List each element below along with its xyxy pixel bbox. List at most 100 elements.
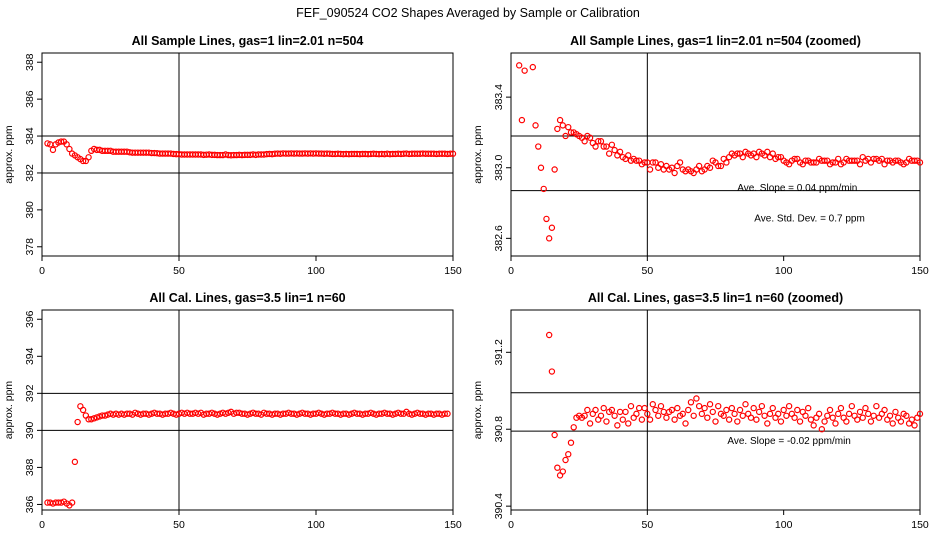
data-point bbox=[545, 235, 553, 242]
data-point bbox=[908, 416, 916, 423]
data-point bbox=[222, 410, 229, 417]
data-point bbox=[595, 138, 602, 145]
data-point bbox=[616, 408, 624, 416]
data-point bbox=[565, 451, 572, 458]
data-point bbox=[518, 116, 526, 124]
data-point bbox=[93, 414, 101, 421]
data-point bbox=[540, 185, 547, 193]
data-point bbox=[728, 404, 736, 412]
data-point bbox=[627, 402, 635, 410]
data-point bbox=[214, 411, 221, 418]
data-point bbox=[567, 129, 575, 136]
data-point bbox=[862, 404, 869, 412]
data-point bbox=[739, 412, 746, 419]
y-tick-label: 378 bbox=[24, 238, 36, 256]
data-point bbox=[586, 134, 594, 141]
data-point bbox=[848, 402, 856, 410]
data-point bbox=[619, 416, 626, 423]
data-point bbox=[723, 406, 730, 414]
data-point bbox=[657, 402, 665, 410]
data-point bbox=[859, 414, 866, 421]
data-point bbox=[674, 162, 681, 170]
data-point bbox=[693, 166, 700, 173]
data-point bbox=[293, 411, 301, 418]
chart-panel-cal-lines: All Cal. Lines, gas=3.5 lin=1 n=60 0 50 100… bbox=[3, 291, 462, 531]
data-point bbox=[870, 412, 877, 419]
data-point bbox=[753, 153, 760, 161]
data-point bbox=[449, 150, 457, 157]
data-point bbox=[794, 406, 801, 414]
data-point bbox=[551, 166, 558, 173]
data-point bbox=[600, 404, 607, 412]
data-point bbox=[829, 414, 836, 421]
x-tick-label: 100 bbox=[307, 265, 325, 277]
data-point bbox=[884, 157, 891, 164]
data-point bbox=[589, 139, 597, 147]
data-point bbox=[397, 410, 405, 417]
data-point bbox=[408, 411, 416, 418]
data-point bbox=[851, 157, 858, 164]
data-point bbox=[581, 138, 588, 145]
data-point bbox=[638, 416, 646, 423]
x-tick-label: 50 bbox=[641, 265, 653, 277]
data-point bbox=[79, 157, 87, 165]
data-point bbox=[649, 401, 656, 408]
data-point bbox=[785, 402, 793, 410]
data-point bbox=[603, 418, 610, 425]
data-point bbox=[543, 215, 550, 223]
data-point bbox=[101, 412, 109, 419]
data-point bbox=[916, 159, 924, 166]
panel-title: All Sample Lines, gas=1 lin=2.01 n=504 bbox=[132, 34, 364, 48]
data-point bbox=[655, 412, 662, 419]
data-point bbox=[57, 138, 65, 145]
data-point bbox=[173, 411, 180, 418]
data-point bbox=[802, 412, 809, 419]
data-point bbox=[663, 414, 670, 421]
data-point bbox=[655, 164, 662, 171]
data-point bbox=[88, 416, 95, 423]
chart-panel-cal-lines-zoomed: All Cal. Lines, gas=3.5 lin=1 n=60 (zoom… bbox=[472, 291, 929, 531]
data-point bbox=[747, 414, 755, 421]
data-point bbox=[796, 418, 804, 425]
data-point bbox=[717, 162, 725, 170]
data-point bbox=[581, 412, 588, 419]
data-point bbox=[611, 412, 618, 419]
y-tick-label: 390.8 bbox=[493, 416, 505, 442]
y-tick-label: 386 bbox=[24, 90, 36, 108]
x-tick-label: 50 bbox=[641, 519, 653, 531]
data-point bbox=[720, 412, 727, 419]
data-point bbox=[837, 404, 845, 412]
data-point bbox=[367, 409, 374, 416]
x-tick-label: 150 bbox=[911, 265, 929, 277]
data-point bbox=[709, 408, 716, 416]
data-point bbox=[537, 164, 545, 171]
data-point bbox=[892, 157, 899, 164]
data-point bbox=[769, 150, 776, 157]
data-point bbox=[608, 406, 616, 414]
data-point bbox=[646, 416, 654, 423]
annotation: Ave. Slope = 0.04 ppm/min bbox=[737, 183, 857, 194]
data-point bbox=[660, 408, 667, 416]
data-point bbox=[562, 132, 569, 140]
data-point bbox=[646, 166, 654, 173]
data-point bbox=[826, 406, 834, 414]
plot-frame bbox=[41, 309, 454, 511]
data-point bbox=[68, 499, 76, 506]
data-point bbox=[597, 412, 605, 419]
data-point bbox=[633, 157, 640, 164]
y-tick-label: 382 bbox=[24, 164, 36, 182]
data-point bbox=[545, 331, 553, 339]
data-point bbox=[657, 161, 665, 168]
data-point bbox=[535, 143, 542, 150]
y-tick-label: 392 bbox=[24, 384, 36, 402]
data-point bbox=[815, 410, 823, 418]
data-point bbox=[780, 406, 787, 414]
data-point bbox=[167, 409, 174, 416]
x-tick-label: 100 bbox=[775, 519, 793, 531]
data-point bbox=[44, 140, 51, 147]
y-tick-label: 391.2 bbox=[493, 339, 505, 365]
data-point bbox=[584, 406, 591, 414]
data-point bbox=[723, 159, 730, 166]
data-point bbox=[777, 418, 785, 425]
x-tick-label: 100 bbox=[775, 265, 793, 277]
